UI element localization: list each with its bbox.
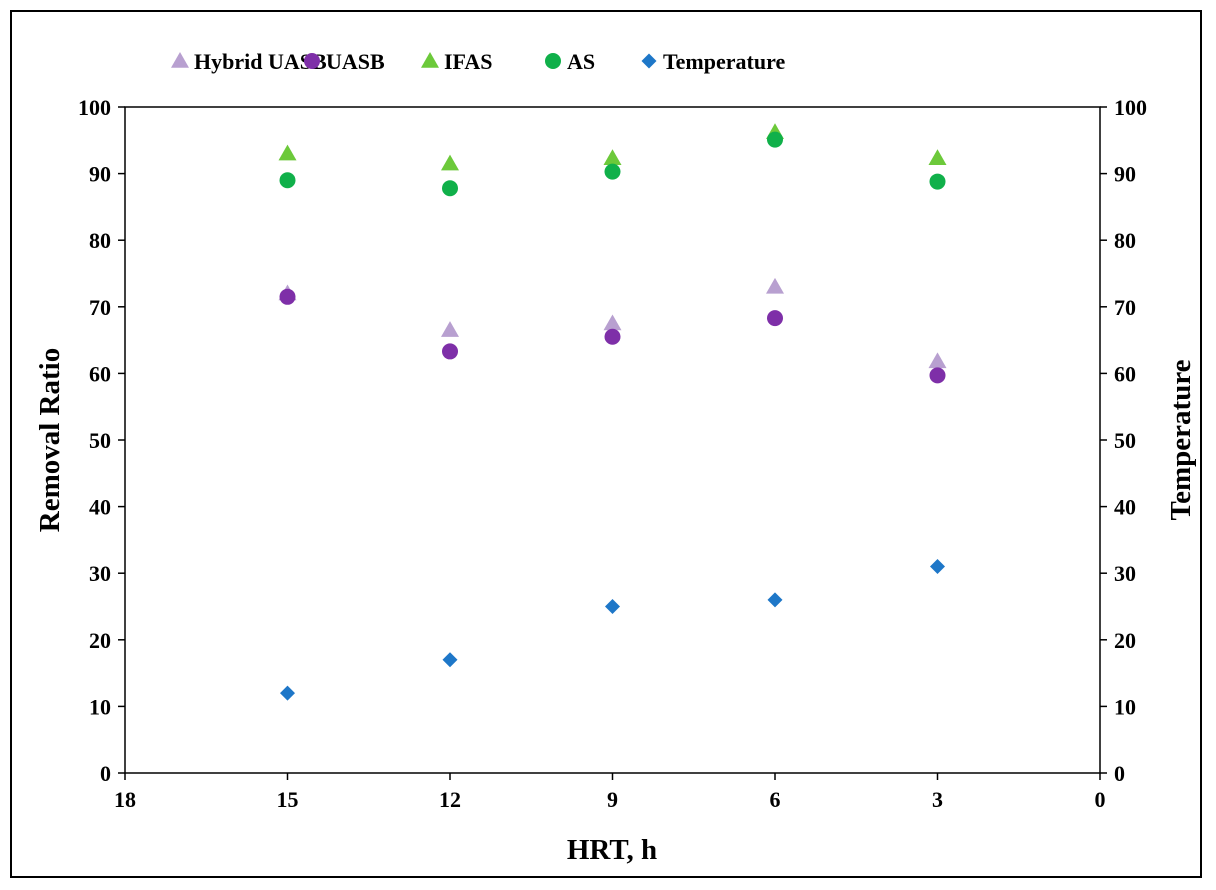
y2-axis-title: Temperature bbox=[1165, 359, 1197, 520]
axis-ticks: 18 15 12 9 6 3 0010203040506070809010001020304… bbox=[78, 95, 1147, 812]
x-tick-label: 15 bbox=[277, 787, 299, 812]
data-point bbox=[767, 131, 783, 148]
y2-tick-label: 10 bbox=[1114, 694, 1136, 719]
y2-tick-label: 90 bbox=[1114, 162, 1136, 187]
x-tick-label: 0 bbox=[1095, 787, 1106, 812]
y-tick-label: 50 bbox=[89, 428, 111, 453]
legend-item: Temperature bbox=[641, 49, 785, 74]
data-point bbox=[603, 314, 622, 331]
series-uasb bbox=[279, 288, 946, 384]
data-point bbox=[928, 352, 947, 369]
legend-label: AS bbox=[567, 49, 595, 74]
series-ifas bbox=[278, 123, 947, 171]
data-point bbox=[279, 172, 296, 189]
legend-item: UASB bbox=[304, 49, 385, 74]
legend-item: IFAS bbox=[421, 49, 493, 74]
data-point bbox=[279, 288, 296, 305]
y2-tick-label: 100 bbox=[1114, 95, 1147, 120]
x-tick-label: 3 bbox=[932, 787, 943, 812]
circle-marker-icon bbox=[304, 53, 320, 69]
chart-frame: Hybrid UASB UASB IFAS AS Temperature 18 15 12 9… bbox=[10, 10, 1202, 878]
legend: Hybrid UASB UASB IFAS AS Temperature bbox=[171, 49, 785, 74]
diamond-marker-icon bbox=[641, 53, 657, 69]
legend-item: Hybrid UASB bbox=[171, 49, 327, 74]
data-points bbox=[278, 123, 947, 701]
y-tick-label: 90 bbox=[89, 162, 111, 187]
data-point bbox=[929, 173, 946, 190]
y2-tick-label: 50 bbox=[1114, 428, 1136, 453]
y2-tick-label: 80 bbox=[1114, 228, 1136, 253]
y2-tick-label: 40 bbox=[1114, 495, 1136, 520]
x-tick-label: 18 bbox=[114, 787, 136, 812]
series-temperature bbox=[280, 559, 945, 701]
data-point bbox=[442, 343, 458, 360]
data-point bbox=[604, 163, 621, 180]
x-axis-title: HRT, h bbox=[567, 834, 657, 866]
circle-marker-icon bbox=[545, 53, 561, 69]
triangle-marker-icon bbox=[171, 52, 189, 68]
data-point bbox=[278, 144, 297, 161]
chart-svg: Hybrid UASB UASB IFAS AS Temperature 18 15 12 9… bbox=[34, 49, 1197, 866]
y-tick-label: 10 bbox=[89, 694, 111, 719]
data-point bbox=[930, 559, 945, 575]
data-point bbox=[604, 328, 621, 345]
x-tick-label: 12 bbox=[439, 787, 461, 812]
data-point bbox=[280, 685, 295, 701]
y-tick-label: 30 bbox=[89, 561, 111, 586]
legend-label: Temperature bbox=[663, 49, 785, 74]
data-point bbox=[767, 310, 783, 327]
y-tick-label: 0 bbox=[100, 761, 111, 786]
data-point bbox=[928, 149, 947, 166]
legend-label: IFAS bbox=[444, 49, 493, 74]
y-axis-title: Removal Ratio bbox=[34, 348, 66, 532]
y2-tick-label: 70 bbox=[1114, 295, 1136, 320]
legend-label: UASB bbox=[326, 49, 385, 74]
y-tick-label: 60 bbox=[89, 361, 111, 386]
x-tick-label: 6 bbox=[770, 787, 781, 812]
y2-tick-label: 20 bbox=[1114, 628, 1136, 653]
data-point bbox=[603, 149, 622, 166]
plot-area bbox=[124, 106, 1101, 774]
series-as bbox=[279, 131, 946, 197]
y-tick-label: 80 bbox=[89, 228, 111, 253]
y-tick-label: 100 bbox=[78, 95, 111, 120]
data-point bbox=[441, 321, 459, 337]
data-point bbox=[442, 652, 458, 668]
y-tick-label: 70 bbox=[89, 295, 111, 320]
y-tick-label: 20 bbox=[89, 628, 111, 653]
data-point bbox=[767, 592, 783, 608]
data-point bbox=[605, 599, 620, 614]
y2-tick-label: 60 bbox=[1114, 361, 1136, 386]
data-point bbox=[441, 154, 459, 171]
data-point bbox=[442, 180, 458, 197]
y2-tick-label: 0 bbox=[1114, 761, 1125, 786]
data-point bbox=[929, 367, 946, 384]
y-tick-label: 40 bbox=[89, 495, 111, 520]
data-point bbox=[766, 277, 784, 294]
legend-item: AS bbox=[545, 49, 595, 74]
y2-tick-label: 30 bbox=[1114, 561, 1136, 586]
x-tick-label: 9 bbox=[607, 787, 618, 812]
triangle-marker-icon bbox=[421, 52, 439, 68]
series-hybrid-uasb bbox=[278, 277, 947, 369]
